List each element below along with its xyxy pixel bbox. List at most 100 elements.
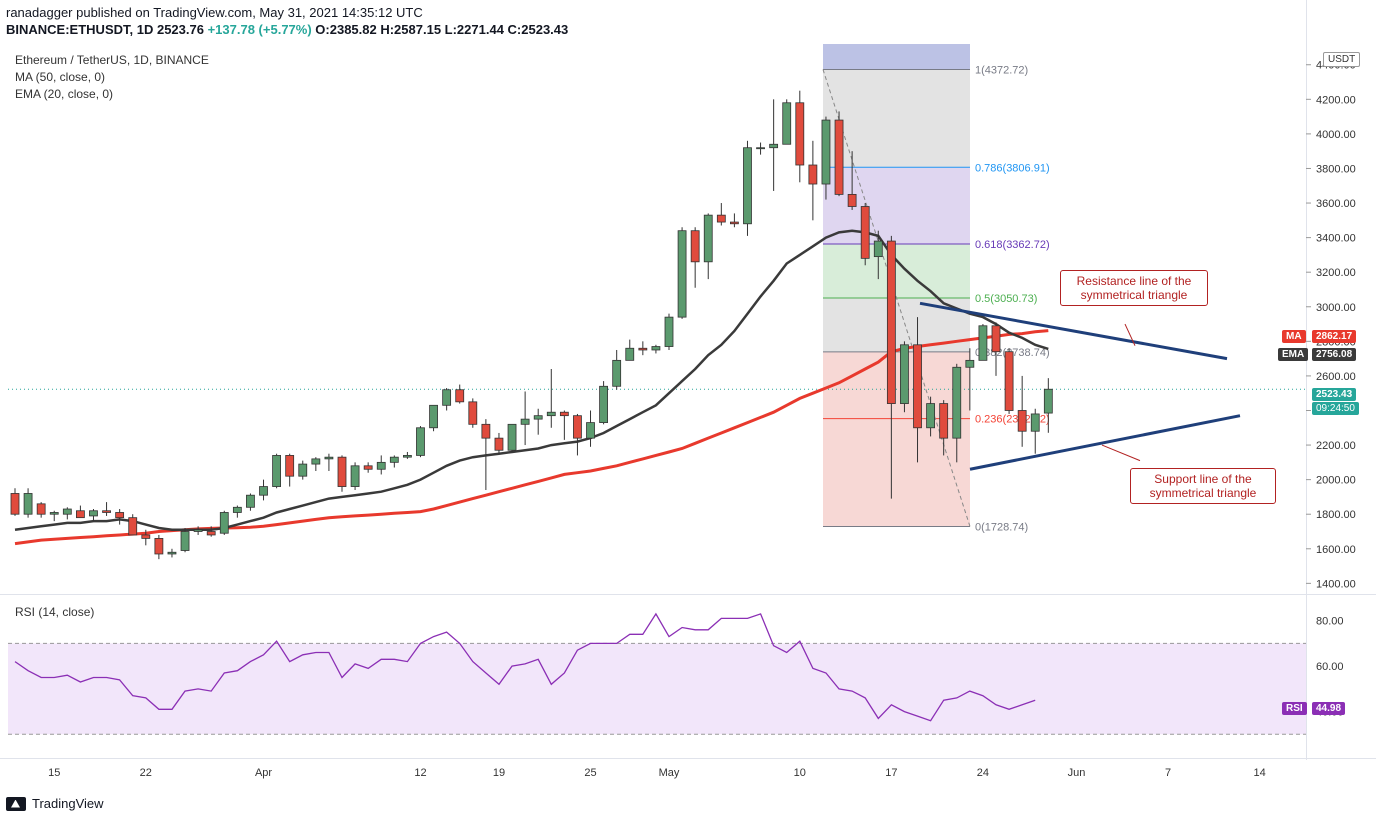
y-tick-label: 4000.00 — [1316, 129, 1356, 141]
candle — [507, 423, 517, 452]
rsi-line — [14, 612, 1036, 722]
candle — [285, 453, 295, 487]
candle — [193, 526, 203, 535]
candle-body — [677, 230, 687, 318]
support-callout[interactable]: Support line of the symmetrical triangle — [1130, 468, 1276, 504]
ema-20-line — [14, 229, 1049, 532]
resistance-callout[interactable]: Resistance line of the symmetrical trian… — [1060, 270, 1208, 306]
x-tick-label: 17 — [885, 767, 897, 779]
brand-name: TradingView — [32, 796, 104, 811]
candle — [664, 313, 674, 350]
candle — [376, 455, 386, 475]
candle-body — [62, 508, 72, 515]
y-tick-label: 4200.00 — [1316, 94, 1356, 106]
candle-body — [494, 437, 504, 451]
candle — [625, 339, 635, 361]
candle-body — [507, 423, 517, 451]
indicator-lines — [14, 229, 1049, 546]
ma-tag-value: 2862.17 — [1312, 330, 1357, 343]
candle-body — [756, 147, 765, 150]
candle-body — [49, 512, 59, 515]
candle — [429, 404, 438, 432]
candle-body — [651, 346, 661, 351]
candle-body — [141, 534, 151, 539]
candle-body — [847, 193, 857, 207]
candle-body — [965, 359, 975, 368]
y-tick-label: 1400.00 — [1316, 578, 1356, 590]
tradingview-icon — [6, 796, 26, 811]
candle-body — [232, 506, 242, 513]
candle — [782, 99, 792, 145]
x-tick-label: Apr — [255, 767, 272, 779]
candle-body — [991, 325, 1001, 353]
candles — [10, 90, 1053, 560]
candle-body — [481, 423, 491, 439]
candle — [716, 203, 726, 226]
last-price: 2523.76 — [156, 22, 204, 37]
candle-body — [219, 512, 229, 534]
rsi-tag-label: RSI — [1282, 702, 1307, 715]
x-tick-label: 10 — [794, 767, 806, 779]
candle — [298, 460, 308, 480]
symbol: BINANCE:ETHUSDT, 1D — [6, 22, 154, 37]
candle — [978, 324, 988, 361]
candle-body — [703, 214, 713, 263]
x-tick-label: 24 — [977, 767, 989, 779]
candle — [311, 457, 321, 471]
tradingview-logo[interactable]: TradingView — [6, 796, 104, 811]
candle-body — [952, 366, 962, 439]
trendlines[interactable] — [919, 301, 1241, 471]
candle — [62, 507, 72, 520]
candle-body — [795, 102, 805, 166]
candle-body — [154, 538, 164, 555]
candle-body — [272, 455, 282, 487]
ma-legend[interactable]: MA (50, close, 0) — [15, 70, 106, 84]
candle-body — [311, 458, 321, 465]
candle — [743, 140, 752, 236]
candle-body — [546, 411, 556, 417]
rsi-band — [8, 643, 1306, 735]
currency-badge[interactable]: USDT — [1323, 52, 1361, 67]
candle — [599, 381, 608, 425]
candle — [533, 408, 543, 435]
candle-body — [926, 403, 935, 429]
ema-legend[interactable]: EMA (20, close, 0) — [15, 87, 114, 101]
x-tick-label: May — [659, 767, 680, 779]
candle — [795, 90, 805, 183]
x-tick-label: 14 — [1253, 767, 1265, 779]
candle-body — [363, 465, 373, 470]
y-tick-label: 3400.00 — [1316, 233, 1356, 245]
candle — [690, 227, 700, 288]
candle — [402, 451, 412, 459]
time-axis-border — [0, 758, 1376, 759]
fib-zone — [823, 69, 970, 168]
x-tick-label: 19 — [493, 767, 505, 779]
y-tick-label: 1800.00 — [1316, 509, 1356, 521]
candle-body — [402, 455, 412, 458]
candle — [416, 426, 425, 458]
candle — [76, 505, 85, 519]
rsi-legend[interactable]: RSI (14, close) — [15, 605, 95, 619]
candle — [337, 455, 347, 492]
grid — [0, 0, 1376, 760]
candle — [10, 488, 20, 516]
candle-body — [769, 143, 779, 149]
support-callout-pointer — [1101, 444, 1141, 462]
candle — [219, 510, 229, 535]
candle — [259, 479, 268, 501]
resistance-callout-pointer — [1124, 323, 1136, 346]
candle-body — [533, 415, 543, 420]
candle — [389, 455, 399, 468]
candle-body — [128, 517, 138, 536]
candle — [481, 419, 491, 491]
candle-body — [520, 418, 530, 425]
candle-body — [599, 385, 608, 423]
publisher-line: ranadagger published on TradingView.com,… — [6, 5, 423, 20]
candle — [206, 526, 216, 537]
y-tick-label: 3800.00 — [1316, 163, 1356, 175]
y-tick-label: 2600.00 — [1316, 371, 1356, 383]
candle — [860, 203, 870, 266]
candle — [89, 509, 98, 522]
